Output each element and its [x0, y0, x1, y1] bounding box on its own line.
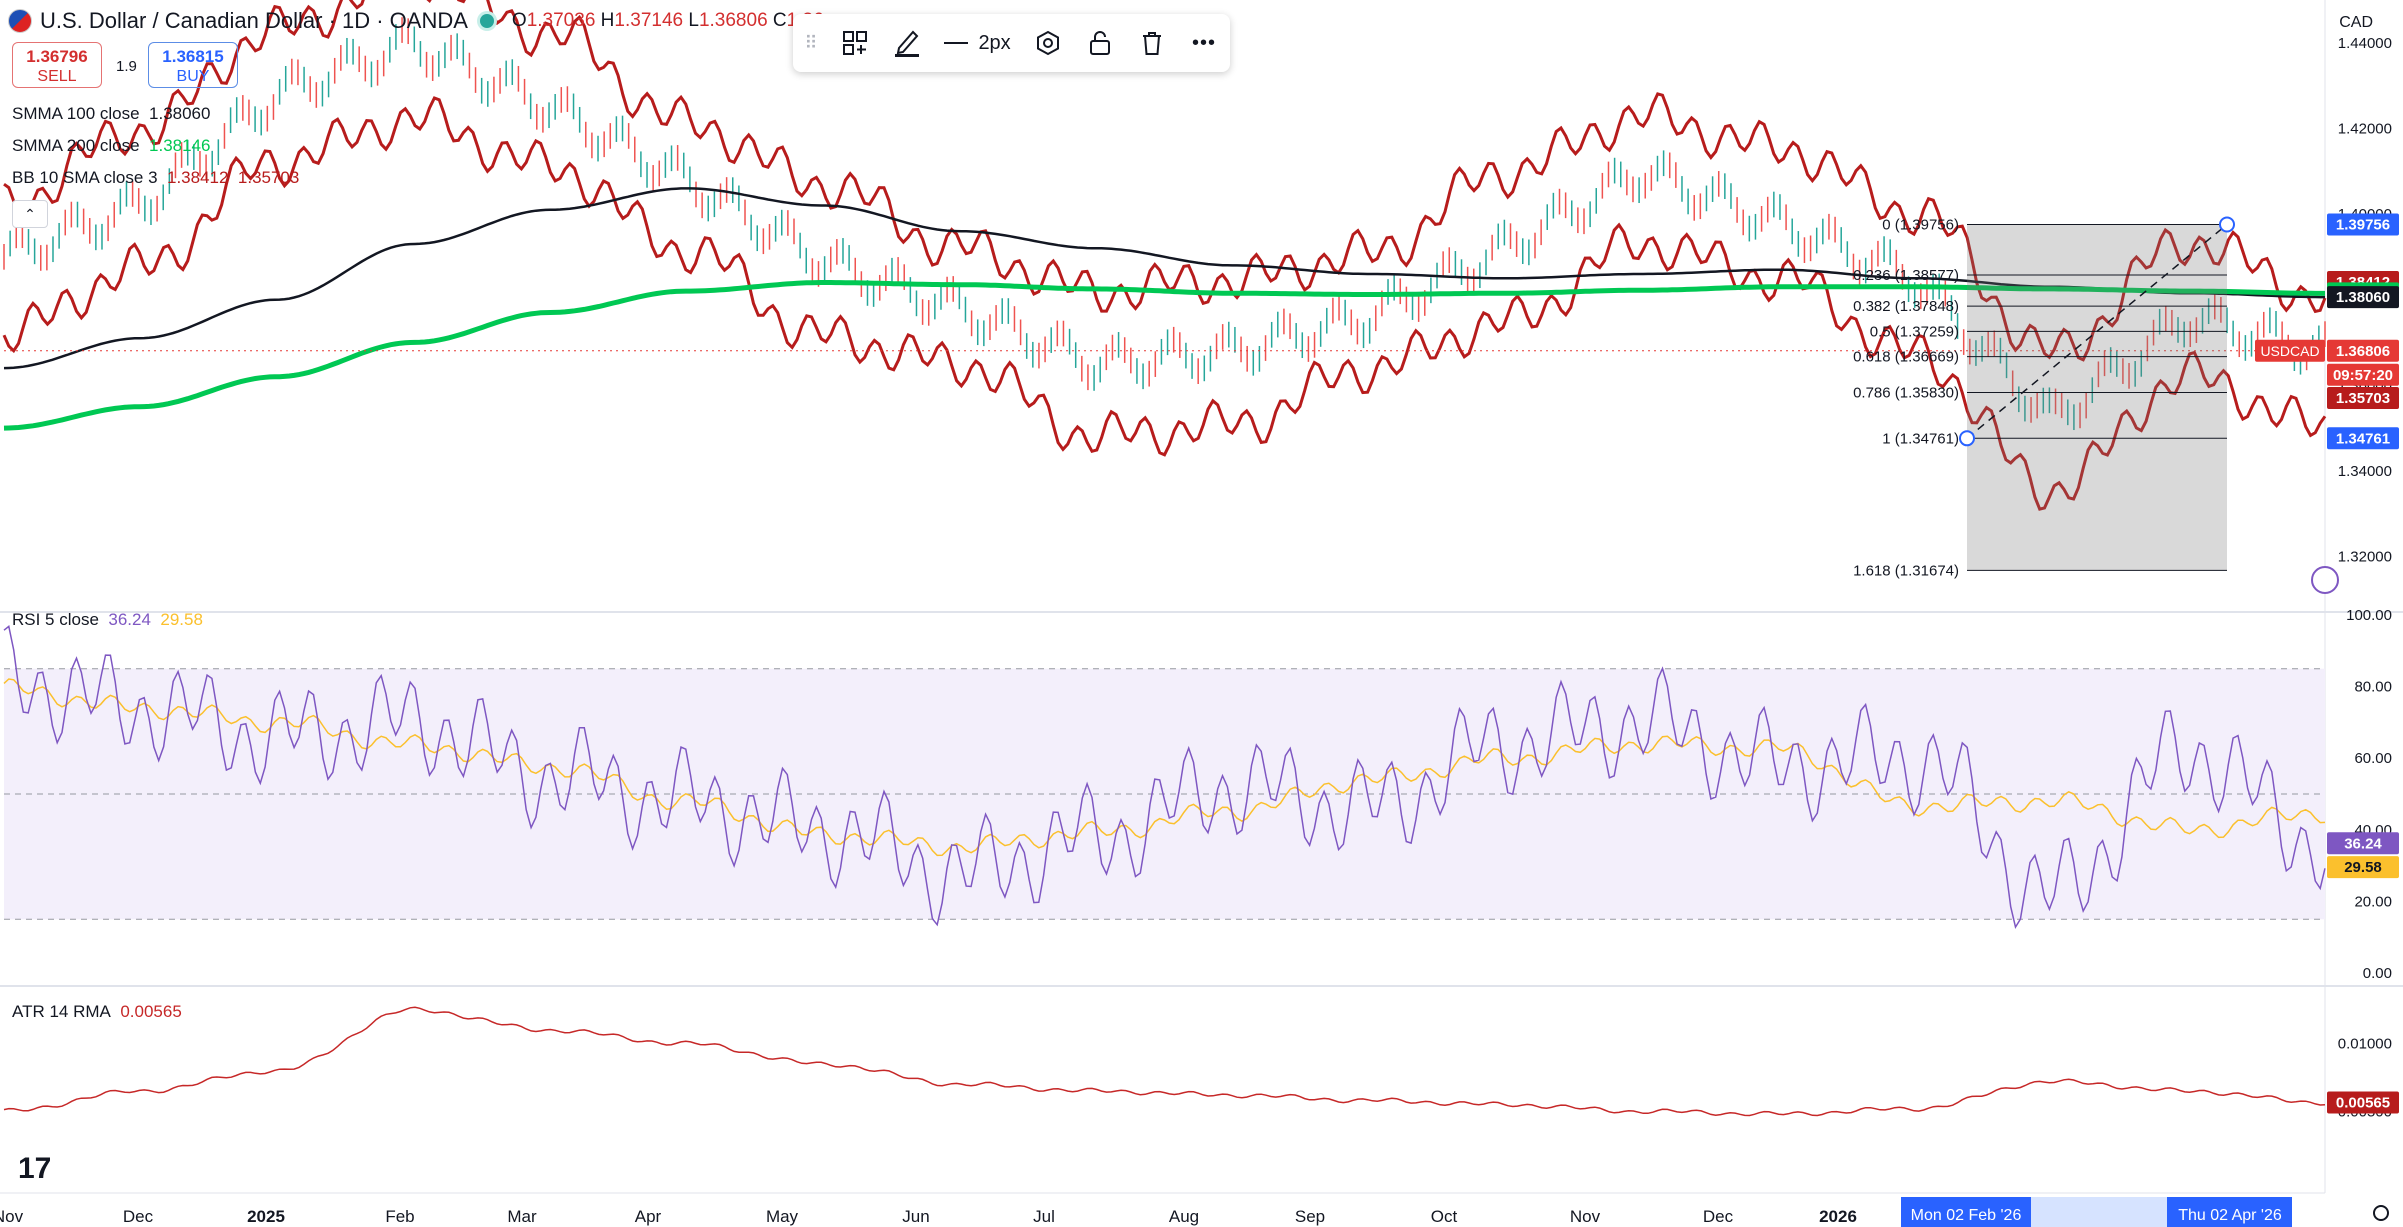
price-tag — [2327, 386, 2399, 409]
fib-level-label: 1.618 (1.31674) — [1853, 562, 1959, 579]
price-tag — [2327, 213, 2399, 236]
time-highlight — [1901, 1197, 2031, 1227]
delete-icon[interactable] — [1126, 14, 1178, 72]
fib-anchor-handle — [2219, 216, 2235, 233]
fib-trend-line — [1966, 223, 2228, 439]
rsi-ma-line — [3, 678, 2326, 857]
rsi-axis-label: 80.00 — [2354, 679, 2392, 696]
atr-line — [3, 1006, 2326, 1117]
rsi-axis-label: 0.00 — [2363, 965, 2392, 982]
time-axis-label: May — [766, 1207, 799, 1226]
fib-anchor-handle — [1959, 430, 1975, 447]
tradingview-logo: 17 — [18, 1152, 51, 1185]
buy-button[interactable]: 1.36815 BUY — [148, 42, 238, 88]
price-tag-label: 1.39756 — [2336, 216, 2390, 233]
rsi-tag-label: 29.58 — [2344, 859, 2382, 876]
market-open-icon — [479, 14, 494, 28]
bb-upper-line — [3, 0, 2327, 362]
axis-settings-icon — [2373, 1205, 2389, 1221]
price-tag-label: 09:57:20 — [2333, 367, 2393, 384]
fib-box — [1967, 224, 2227, 571]
time-highlight-label: Mon 02 Feb '26 — [1911, 1207, 2022, 1224]
line-width-label: 2px — [978, 31, 1011, 54]
price-tag — [2327, 427, 2399, 450]
price-axis-label: 1.44000 — [2338, 35, 2392, 52]
time-axis-label: Nov — [0, 1207, 24, 1226]
time-highlight-label: Thu 02 Apr '26 — [2178, 1207, 2282, 1224]
drag-handle-icon[interactable]: ⠿ — [804, 32, 818, 53]
time-axis-label: 2025 — [247, 1207, 285, 1226]
time-range-band — [2031, 1197, 2167, 1227]
sell-button[interactable]: 1.36796 SELL — [12, 42, 102, 88]
rsi-axis-label: 20.00 — [2354, 893, 2392, 910]
time-axis-label: 2026 — [1819, 1207, 1857, 1226]
time-axis-label: Dec — [1703, 1207, 1734, 1226]
price-tag — [2327, 363, 2399, 386]
bb-lower-line — [2, 96, 2327, 511]
fib-level-label: 0.236 (1.38577) — [1853, 267, 1959, 284]
line-width-button[interactable]: 2px — [933, 14, 1023, 72]
time-axis-label: Jul — [1033, 1207, 1055, 1226]
rsi-axis-label: 100.00 — [2346, 607, 2392, 624]
bb-legend[interactable]: BB 10 SMA close 3 1.38412 1.35703 — [12, 168, 300, 187]
time-axis-label: Aug — [1169, 1207, 1199, 1226]
time-highlight — [2167, 1197, 2292, 1227]
price-tag-label: 1.34761 — [2336, 430, 2390, 447]
atr-tag — [2327, 1091, 2399, 1114]
symbol-header: U.S. Dollar / Canadian Dollar · 1D · OAN… — [8, 8, 824, 34]
drawing-toolbar: ⠿ 2px ••• — [793, 14, 1230, 72]
rsi-legend[interactable]: RSI 5 close 36.24 29.58 — [12, 610, 203, 629]
smma100-line — [3, 187, 2325, 370]
price-tag — [2327, 286, 2399, 309]
price-axis-label: 1.34000 — [2338, 463, 2392, 480]
time-axis-label: Oct — [1431, 1207, 1458, 1226]
fib-level-label: 0.5 (1.37259) — [1870, 323, 1959, 340]
add-template-icon[interactable] — [829, 14, 881, 72]
atr-tag-label: 0.00565 — [2336, 1095, 2390, 1112]
unlock-icon[interactable] — [1074, 14, 1126, 72]
rsi-axis-label: 60.00 — [2354, 750, 2392, 767]
time-axis-label: Mar — [507, 1207, 537, 1226]
price-tag-label: 1.38060 — [2336, 289, 2390, 306]
rsi-tag-label: 36.24 — [2344, 835, 2382, 852]
rsi-tag — [2327, 856, 2399, 879]
time-axis-label: Feb — [385, 1207, 414, 1226]
rsi-line — [3, 625, 2326, 930]
price-axis-label: 1.32000 — [2338, 548, 2392, 565]
spread-value: 1.9 — [116, 58, 137, 75]
time-axis-label: Jun — [902, 1207, 929, 1226]
currency-label[interactable]: CAD — [2339, 14, 2373, 31]
price-tag-label: 1.35703 — [2336, 390, 2390, 407]
fib-level-label: 0.618 (1.36669) — [1853, 349, 1959, 366]
time-axis-label: Nov — [1570, 1207, 1601, 1226]
fib-level-label: 1 (1.34761) — [1882, 430, 1959, 447]
smma100-legend[interactable]: SMMA 100 close 1.38060 — [12, 104, 211, 123]
rsi-tag — [2327, 832, 2399, 855]
price-tag — [2327, 339, 2399, 362]
ohlc-values: O1.37036 H1.37146 L1.36806 C1.36 — [511, 10, 824, 31]
smma200-line — [3, 280, 2325, 431]
smma200-legend[interactable]: SMMA 200 close 1.38146 — [12, 136, 211, 155]
fib-level-label: 0.382 (1.37848) — [1853, 298, 1959, 315]
atr-axis-label: 0.01000 — [2338, 1036, 2392, 1053]
time-axis-label: Sep — [1295, 1207, 1325, 1226]
time-axis-label: Dec — [123, 1207, 154, 1226]
settings-icon[interactable] — [1022, 14, 1074, 72]
line-style-icon — [944, 42, 969, 44]
time-axis-label: Apr — [635, 1207, 662, 1226]
symbol-tag-label: USDCAD — [2260, 343, 2319, 359]
more-icon[interactable]: ••• — [1192, 31, 1217, 54]
collapse-legend-button[interactable]: ⌃ — [12, 200, 48, 228]
fib-level-label: 0.786 (1.35830) — [1853, 385, 1959, 402]
price-axis-label: 1.42000 — [2338, 120, 2392, 137]
symbol-title[interactable]: U.S. Dollar / Canadian Dollar · 1D · OAN… — [40, 8, 468, 33]
symbol-tag — [2255, 339, 2325, 362]
atr-legend[interactable]: ATR 14 RMA 0.00565 — [12, 1002, 182, 1021]
price-tag-label: 1.36806 — [2336, 343, 2390, 360]
fib-level-label: 0 (1.39756) — [1882, 216, 1959, 233]
usd-cad-flag-icon — [8, 9, 32, 33]
pencil-icon[interactable] — [881, 14, 933, 72]
alert-marker-icon — [2311, 566, 2339, 594]
